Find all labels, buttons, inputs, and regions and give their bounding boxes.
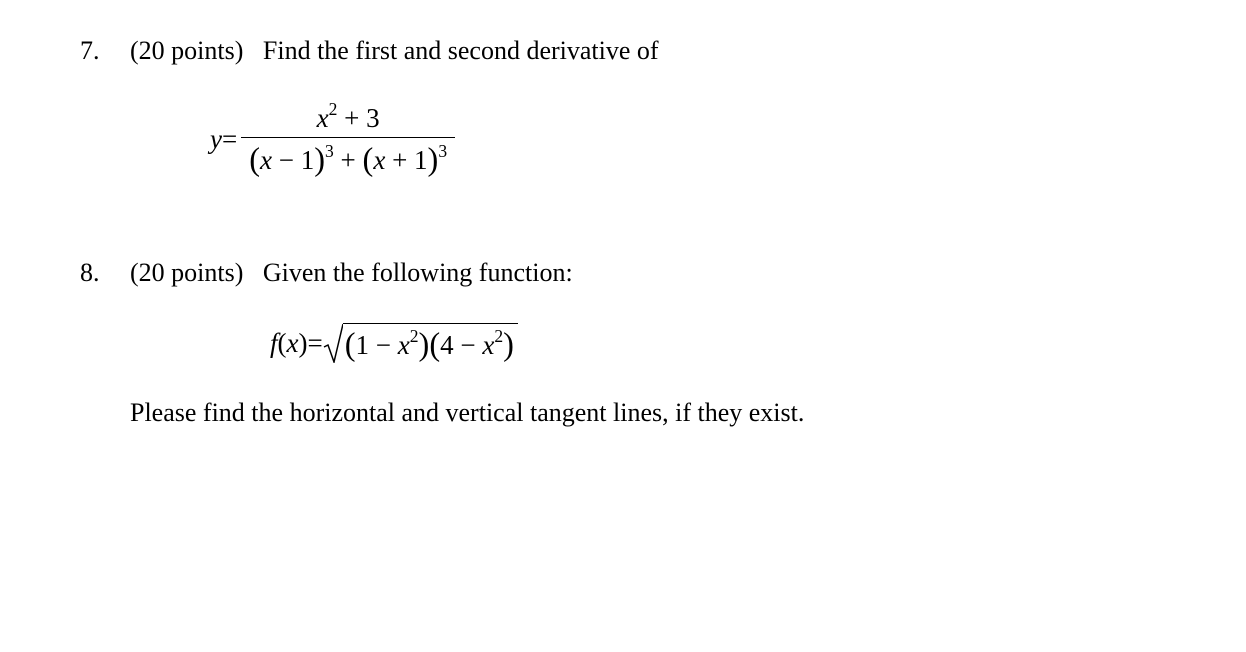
problem-8-followup: Please find the horizontal and vertical …: [130, 398, 1166, 428]
problem-8-equation: f(x) = (1 − x2)(4 − x2): [270, 323, 1166, 363]
eq7-numerator: x2 + 3: [241, 101, 455, 138]
problem-8: 8. (20 points) Given the following funct…: [80, 258, 1166, 428]
eq7-lhs-var: y: [210, 124, 222, 155]
eq8-lhs-func: f: [270, 328, 278, 359]
problem-7-header: 7. (20 points) Find the first and second…: [80, 36, 1166, 66]
problem-8-points: (20 points): [130, 258, 243, 287]
problem-8-text: (20 points) Given the following function…: [130, 258, 1166, 288]
radical-icon: [323, 323, 343, 363]
eq8-equals: =: [308, 328, 323, 359]
problem-8-prompt: Given the following function:: [263, 258, 573, 287]
problem-8-number: 8.: [80, 258, 130, 288]
problem-7-prompt: Find the first and second derivative of: [263, 36, 659, 65]
eq8-sqrt: (1 − x2)(4 − x2): [323, 323, 518, 363]
problem-7: 7. (20 points) Find the first and second…: [80, 36, 1166, 178]
problem-7-points: (20 points): [130, 36, 243, 65]
eq7-equals: =: [222, 124, 237, 155]
eq7-fraction: x2 + 3 (x − 1)3 + (x + 1)3: [241, 101, 455, 178]
problem-7-text: (20 points) Find the first and second de…: [130, 36, 1166, 66]
problem-7-equation: y = x2 + 3 (x − 1)3 + (x + 1)3: [210, 101, 1166, 178]
eq8-radicand: (1 − x2)(4 − x2): [343, 323, 518, 363]
problem-7-number: 7.: [80, 36, 130, 66]
problem-8-header: 8. (20 points) Given the following funct…: [80, 258, 1166, 288]
eq7-denominator: (x − 1)3 + (x + 1)3: [241, 138, 455, 178]
